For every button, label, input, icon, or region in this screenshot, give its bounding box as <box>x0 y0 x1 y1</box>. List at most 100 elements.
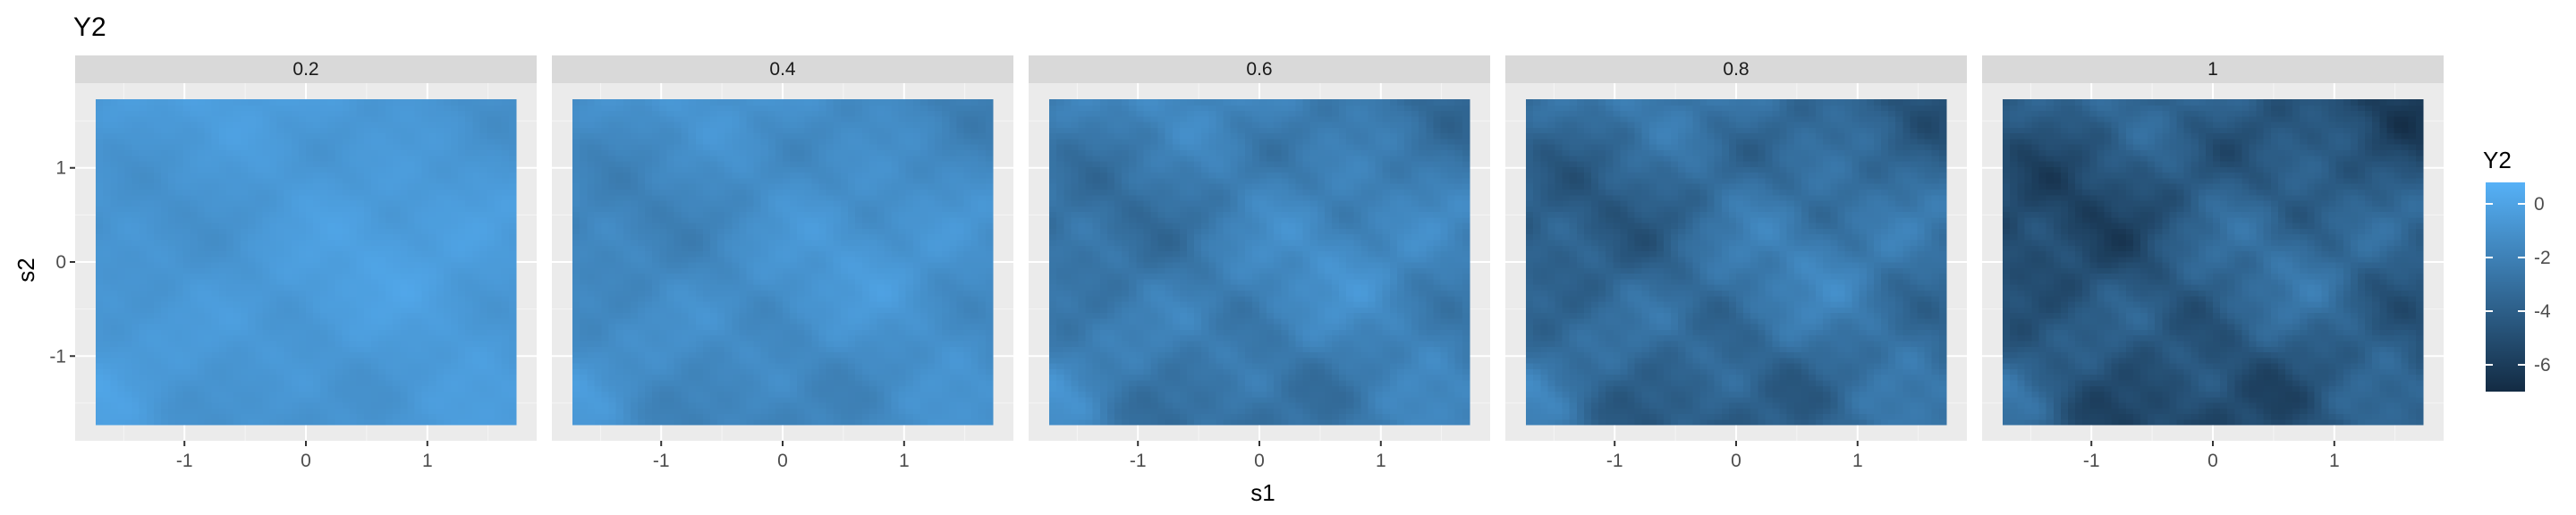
heatmap-tile <box>182 351 191 359</box>
heatmap-tile <box>335 155 343 162</box>
heatmap-tile <box>695 199 704 207</box>
heatmap-tile <box>269 199 278 207</box>
heatmap-tile <box>753 401 762 409</box>
heatmap-tile <box>652 177 660 184</box>
heatmap-tile <box>645 363 653 369</box>
y-tick-label: 1 <box>55 158 66 179</box>
heatmap-tile <box>190 267 199 274</box>
heatmap-tile <box>400 408 409 415</box>
heatmap-tile <box>767 340 776 347</box>
heatmap-tile <box>276 194 285 201</box>
heatmap-tile <box>407 160 416 167</box>
heatmap-tile <box>421 138 430 145</box>
heatmap-tile <box>378 312 386 319</box>
heatmap-tile <box>262 418 271 426</box>
heatmap-tile <box>255 228 263 235</box>
heatmap-tile <box>298 317 307 325</box>
heatmap-tile <box>103 357 111 364</box>
heatmap-tile <box>284 245 292 252</box>
heatmap-tile <box>393 122 401 128</box>
heatmap-tile <box>182 98 191 106</box>
heatmap-tile <box>479 172 488 179</box>
heatmap-tile <box>717 245 725 252</box>
heatmap-tile <box>110 172 118 179</box>
heatmap-tile <box>313 324 321 330</box>
heatmap-tile <box>674 368 682 376</box>
heatmap-tile <box>659 189 667 196</box>
heatmap-tile <box>421 166 430 173</box>
heatmap-tile <box>211 262 220 268</box>
heatmap-tile <box>479 278 488 285</box>
heatmap-tile <box>436 334 445 342</box>
heatmap-tile <box>645 211 653 218</box>
heatmap-tile <box>386 391 394 398</box>
heatmap-tile <box>146 401 155 409</box>
heatmap-tile <box>732 122 740 128</box>
heatmap-tile <box>572 363 580 369</box>
heatmap-tile <box>760 199 769 207</box>
heatmap-tile <box>494 250 503 258</box>
heatmap-tile <box>327 401 335 409</box>
heatmap-tile <box>356 211 365 218</box>
heatmap-tile <box>233 391 242 398</box>
heatmap-tile <box>702 166 711 173</box>
heatmap-tile <box>291 284 300 291</box>
heatmap-tile <box>421 149 430 156</box>
heatmap-tile <box>386 324 394 330</box>
heatmap-tile <box>465 284 473 291</box>
heatmap-tile <box>197 351 206 359</box>
heatmap-tile <box>652 206 660 213</box>
heatmap-tile <box>335 199 343 207</box>
heatmap-tile <box>451 138 459 145</box>
heatmap-tile <box>349 307 358 314</box>
heatmap-tile <box>615 223 624 229</box>
heatmap-tile <box>580 351 588 359</box>
heatmap-tile <box>587 346 595 353</box>
heatmap-tile <box>160 273 169 280</box>
heatmap-tile <box>313 401 321 409</box>
heatmap-tile <box>732 391 740 398</box>
heatmap-tile <box>386 160 394 167</box>
heatmap-tile <box>458 245 466 252</box>
heatmap-tile <box>139 334 148 342</box>
heatmap-tile <box>637 172 646 179</box>
heatmap-tile <box>760 379 769 386</box>
heatmap-tile <box>666 267 675 274</box>
heatmap-tile <box>428 149 437 156</box>
heatmap-tile <box>666 105 675 112</box>
heatmap-tile <box>709 273 718 280</box>
heatmap-tile <box>615 256 624 263</box>
heatmap-tile <box>131 155 140 162</box>
heatmap-tile <box>218 329 227 336</box>
heatmap-tile <box>666 312 675 319</box>
heatmap-tile <box>479 346 488 353</box>
heatmap-tile <box>508 194 517 201</box>
heatmap-tile <box>160 211 169 218</box>
heatmap-tile <box>306 250 314 258</box>
heatmap-tile <box>262 317 271 325</box>
heatmap-tile <box>197 256 206 263</box>
heatmap-tile <box>601 127 610 134</box>
heatmap-tile <box>458 334 466 342</box>
heatmap-tile <box>645 223 653 229</box>
heatmap-tile <box>175 418 183 426</box>
heatmap-tile <box>349 127 358 134</box>
heatmap-tile <box>370 267 379 274</box>
heatmap-tile <box>472 379 481 386</box>
heatmap-tile <box>103 379 111 386</box>
heatmap-tile <box>306 300 314 308</box>
heatmap-tile <box>709 334 718 342</box>
heatmap-tile <box>291 122 300 128</box>
heatmap-tile <box>443 317 452 325</box>
heatmap-tile <box>197 138 206 145</box>
heatmap-tile <box>732 228 740 235</box>
heatmap-tile <box>760 239 769 246</box>
heatmap-tile <box>472 155 481 162</box>
heatmap-tile <box>688 183 697 190</box>
heatmap-tile <box>443 307 452 314</box>
heatmap-tile <box>451 172 459 179</box>
heatmap-tile <box>724 408 733 415</box>
heatmap-tile <box>724 300 733 308</box>
heatmap-tile <box>175 122 183 128</box>
heatmap-tile <box>746 216 755 224</box>
